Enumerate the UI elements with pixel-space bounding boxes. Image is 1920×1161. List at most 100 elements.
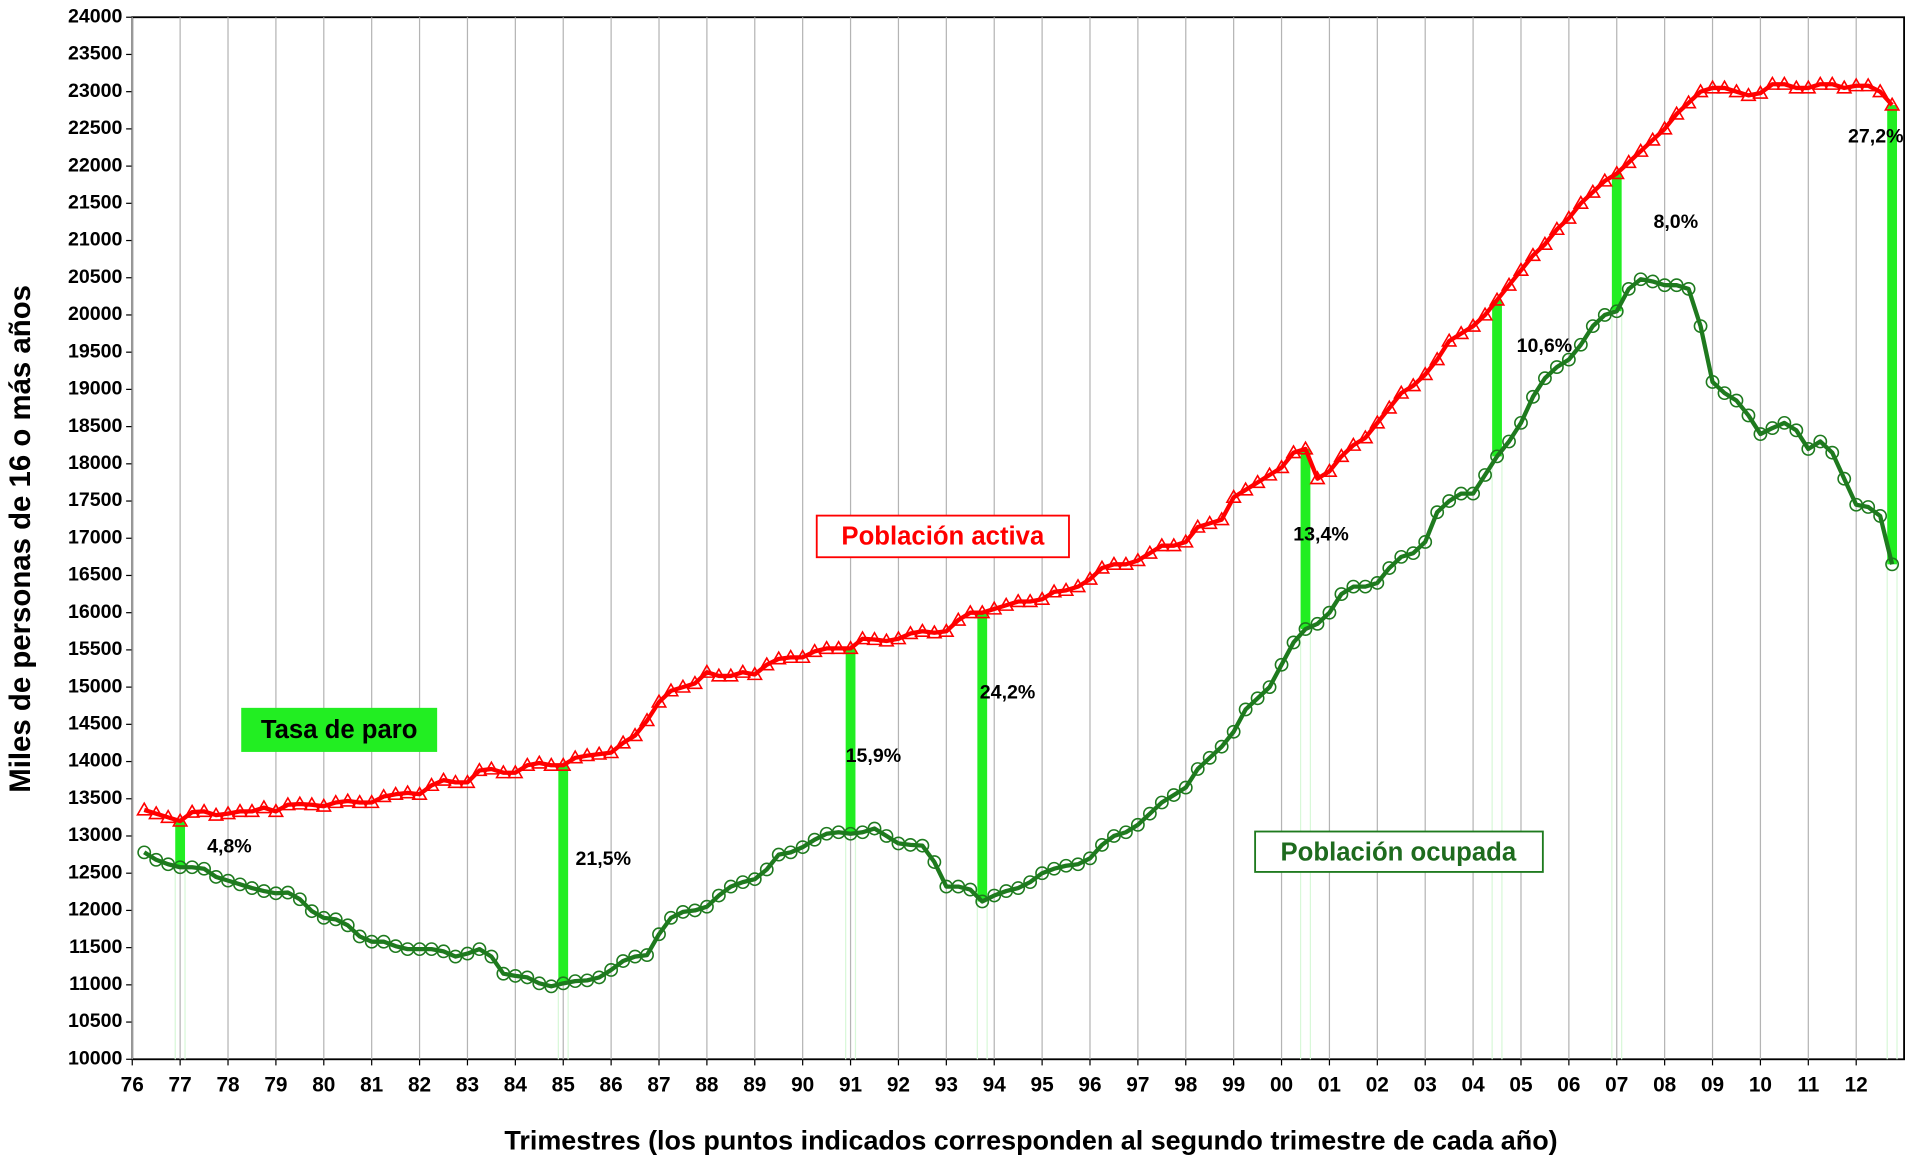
marker xyxy=(1692,83,1709,98)
series-label-box xyxy=(815,514,1070,559)
marker xyxy=(1429,351,1446,366)
marker xyxy=(1237,481,1254,496)
y-tick-label: 11500 xyxy=(69,936,122,958)
marker xyxy=(1035,866,1050,881)
marker xyxy=(1777,415,1792,430)
marker xyxy=(1310,616,1325,631)
marker xyxy=(209,870,223,884)
marker xyxy=(1645,274,1660,289)
labels: Tasa de paro Población activa Población … xyxy=(241,514,1544,873)
marker xyxy=(1478,468,1492,482)
marker xyxy=(1177,533,1194,548)
x-tick-label: 84 xyxy=(504,1074,528,1097)
x-tick-label: 06 xyxy=(1557,1074,1580,1097)
marker xyxy=(1490,449,1504,464)
marker xyxy=(328,912,343,927)
y-tick-label: 18500 xyxy=(68,415,123,437)
rate-label: 15,9% xyxy=(846,745,902,767)
marker xyxy=(818,640,835,655)
x-tick-label: 82 xyxy=(408,1074,431,1097)
x-tick-label: 04 xyxy=(1462,1074,1486,1097)
x-tick-label: 91 xyxy=(839,1074,862,1097)
y-tick-label: 10000 xyxy=(68,1047,123,1069)
marker xyxy=(1023,875,1038,890)
rate-bar xyxy=(1492,300,1502,457)
marker xyxy=(758,656,775,671)
marker xyxy=(1502,434,1516,449)
marker xyxy=(1273,459,1290,474)
marker xyxy=(746,666,763,681)
y-tick-label: 14500 xyxy=(68,713,123,735)
marker xyxy=(1202,750,1217,765)
marker xyxy=(664,910,678,925)
rate-bar xyxy=(175,821,186,868)
rate-label: 13,4% xyxy=(1293,523,1349,545)
marker xyxy=(614,734,632,749)
marker xyxy=(855,825,870,840)
x-tick-label: 88 xyxy=(695,1074,718,1097)
y-tick-label: 12500 xyxy=(68,861,123,883)
marker xyxy=(233,877,247,892)
x-tick-label: 78 xyxy=(216,1074,239,1097)
marker xyxy=(472,942,487,957)
marker xyxy=(460,946,475,961)
marker xyxy=(1538,371,1552,386)
x-tick-label: 00 xyxy=(1270,1074,1293,1097)
marker xyxy=(351,794,368,809)
x-tick-label: 96 xyxy=(1078,1074,1101,1097)
marker xyxy=(974,604,991,619)
rate-label: 27,2% xyxy=(1848,125,1904,147)
marker xyxy=(543,756,560,771)
y-tick-label: 11000 xyxy=(69,973,122,995)
marker xyxy=(1405,377,1422,392)
marker xyxy=(1441,332,1458,347)
marker xyxy=(1226,724,1241,739)
marker xyxy=(1394,549,1409,564)
x-tick-label: 03 xyxy=(1414,1074,1437,1097)
x-tick-label: 83 xyxy=(456,1074,479,1097)
x-tick-label: 02 xyxy=(1366,1074,1389,1097)
marker xyxy=(950,611,967,626)
marker xyxy=(998,596,1015,611)
marker xyxy=(183,803,201,818)
marker xyxy=(1560,209,1577,224)
marker xyxy=(1621,281,1636,296)
series-label: Población ocupada xyxy=(1281,838,1517,866)
marker xyxy=(411,785,428,800)
marker xyxy=(1789,423,1804,438)
rate-label: 4,8% xyxy=(207,836,252,858)
marker xyxy=(1358,579,1373,594)
lines xyxy=(136,75,1901,994)
marker xyxy=(1071,857,1085,872)
marker xyxy=(1095,837,1109,852)
marker xyxy=(1812,75,1829,90)
marker xyxy=(987,888,1002,903)
rate-bar xyxy=(845,648,856,834)
y-tick-label: 17500 xyxy=(68,489,123,511)
y-axis-title: Miles de personas de 16 o más años xyxy=(4,285,37,793)
marker xyxy=(650,693,668,708)
y-tick-label: 23500 xyxy=(68,43,123,65)
marker xyxy=(1514,415,1528,430)
marker xyxy=(1262,680,1277,695)
marker xyxy=(1860,77,1877,92)
marker xyxy=(531,754,548,769)
marker xyxy=(1261,466,1278,481)
marker xyxy=(1753,427,1768,441)
marker xyxy=(1057,582,1075,597)
y-tick-label: 13500 xyxy=(68,787,123,809)
rate-label: 21,5% xyxy=(575,848,631,870)
marker xyxy=(830,640,847,655)
marker xyxy=(221,873,235,888)
marker xyxy=(1704,79,1721,94)
x-tick-label: 89 xyxy=(743,1074,766,1097)
marker xyxy=(759,862,774,877)
x-tick-label: 79 xyxy=(264,1074,287,1097)
annotation: Tasa de paro xyxy=(261,716,418,744)
marker xyxy=(914,622,931,637)
marker xyxy=(1526,389,1540,404)
y-tick-label: 16500 xyxy=(68,564,123,586)
marker xyxy=(1225,488,1242,504)
marker xyxy=(1213,511,1230,526)
x-tick-label: 77 xyxy=(169,1074,192,1097)
